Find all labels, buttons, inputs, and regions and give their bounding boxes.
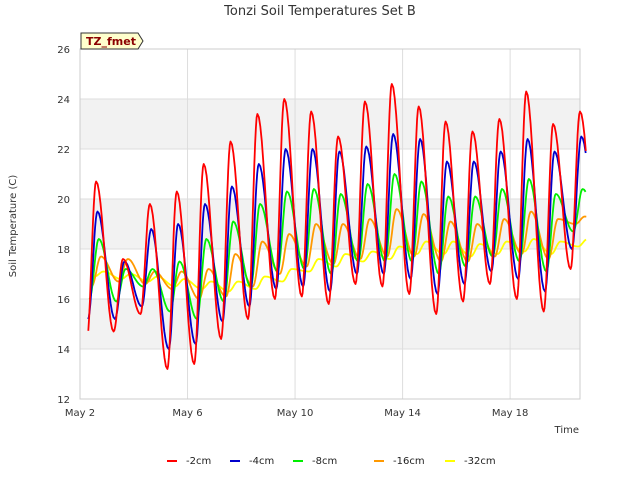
y-tick-label: 26 bbox=[57, 45, 70, 56]
legend-label: -16cm bbox=[393, 456, 425, 467]
series-layer bbox=[87, 83, 587, 370]
x-axis-label: Time bbox=[554, 425, 579, 436]
x-tick-label: May 14 bbox=[384, 408, 421, 419]
y-tick-labels: 12 14 16 18 20 22 24 26 bbox=[57, 45, 70, 406]
y-axis-label: Soil Temperature (C) bbox=[8, 175, 19, 278]
y-tick-label: 16 bbox=[57, 295, 70, 306]
site-tag-box bbox=[80, 32, 144, 50]
site-tag-label: TZ_fmet bbox=[86, 35, 136, 48]
y-tick-label: 18 bbox=[57, 245, 70, 256]
legend-label: -2cm bbox=[186, 456, 211, 467]
y-tick-label: 24 bbox=[57, 95, 70, 106]
y-tick-label: 20 bbox=[57, 195, 70, 206]
series-line-2cmcm bbox=[87, 83, 587, 370]
background-bands bbox=[80, 99, 580, 349]
x-tick-label: May 10 bbox=[277, 408, 314, 419]
legend-label: -8cm bbox=[312, 456, 337, 467]
legend-label: -32cm bbox=[464, 456, 496, 467]
plot-frame bbox=[79, 48, 581, 400]
x-tick-labels: May 2 May 6 May 10 May 14 May 18 bbox=[65, 408, 529, 419]
y-tick-label: 12 bbox=[57, 395, 70, 406]
x-tick-label: May 2 bbox=[65, 408, 95, 419]
y-tick-label: 22 bbox=[57, 145, 70, 156]
chart-title: Tonzi Soil Temperatures Set B bbox=[223, 4, 416, 19]
x-tick-label: May 18 bbox=[492, 408, 529, 419]
site-tag: TZ_fmet bbox=[80, 32, 144, 50]
band bbox=[80, 299, 580, 349]
band bbox=[80, 99, 580, 149]
legend: -2cm -4cm -8cm -16cm -32cm bbox=[167, 456, 496, 467]
legend-label: -4cm bbox=[249, 456, 274, 467]
y-tick-label: 14 bbox=[57, 345, 70, 356]
series-line-32cmcm bbox=[94, 238, 587, 293]
x-tick-label: May 6 bbox=[172, 408, 202, 419]
